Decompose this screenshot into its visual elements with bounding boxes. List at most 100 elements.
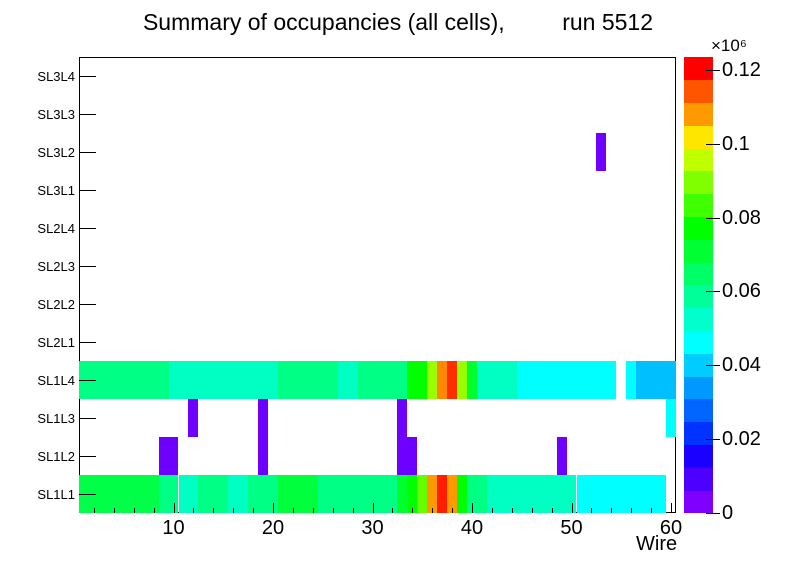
heatmap-cell xyxy=(397,475,408,513)
colorbar-segment xyxy=(684,421,713,446)
heatmap-cell xyxy=(447,475,458,513)
x-axis-tick-label: 30 xyxy=(361,517,384,539)
colorbar-tick xyxy=(706,217,720,219)
colorbar-tick-label: 0.08 xyxy=(722,206,761,229)
x-axis-title: Wire xyxy=(636,533,678,555)
colorbar-tick-label: 0 xyxy=(722,502,734,524)
x-axis-tick xyxy=(591,508,593,513)
heatmap-cell xyxy=(317,475,398,513)
heatmap-cell xyxy=(467,475,487,513)
x-axis-tick xyxy=(332,508,334,513)
heatmap-cell xyxy=(407,475,418,513)
colorbar-segment xyxy=(684,444,713,468)
x-axis-tick xyxy=(233,508,235,513)
heatmap-cell xyxy=(407,361,428,399)
x-axis-tick xyxy=(571,503,573,513)
x-axis-tick xyxy=(671,503,673,513)
colorbar-exponent-label: ×10⁶ xyxy=(711,36,747,55)
y-axis-label: SL1L2 xyxy=(37,449,75,464)
x-axis-tick xyxy=(412,508,414,513)
colorbar-tick-label: 0.02 xyxy=(722,428,761,451)
colorbar-tick-label: 0.1 xyxy=(722,132,750,155)
chart-title: Summary of occupancies (all cells), run … xyxy=(142,9,654,35)
heatmap-cell xyxy=(178,475,199,513)
heatmap-cell xyxy=(258,437,269,475)
colorbar-segment xyxy=(684,399,713,423)
colorbar-segment xyxy=(684,79,713,104)
colorbar-tick xyxy=(706,513,720,514)
heatmap-cell xyxy=(427,475,438,513)
y-axis-tick xyxy=(79,380,96,381)
y-axis-tick xyxy=(79,342,96,343)
x-axis-tick xyxy=(472,503,474,513)
colorbar-segment xyxy=(684,467,713,491)
y-axis-label: SL2L4 xyxy=(37,221,75,236)
heatmap-cell xyxy=(467,361,477,399)
x-axis-tick xyxy=(113,508,115,513)
heatmap-cell xyxy=(158,475,179,513)
x-axis-tick xyxy=(651,508,653,513)
x-axis-tick xyxy=(491,508,493,513)
x-axis-tick xyxy=(511,508,513,513)
x-axis-tick xyxy=(452,508,454,513)
plot-frame xyxy=(79,57,676,513)
colorbar-segment xyxy=(684,490,713,514)
heatmap-cell xyxy=(337,361,358,399)
x-axis-tick-label: 40 xyxy=(460,517,484,539)
y-axis-tick xyxy=(79,152,96,153)
x-axis-tick xyxy=(292,508,294,513)
x-axis-tick-label: 10 xyxy=(162,517,185,539)
heatmap-cell xyxy=(666,399,676,437)
x-axis-tick xyxy=(432,508,434,513)
heatmap-cell xyxy=(636,361,676,399)
colorbar-tick-label: 0.04 xyxy=(722,354,761,377)
x-axis-tick xyxy=(352,508,354,513)
x-axis-tick xyxy=(133,508,135,513)
colorbar-tick-label: 0.12 xyxy=(722,58,761,81)
y-axis-label: SL1L4 xyxy=(37,373,75,388)
x-axis-tick xyxy=(531,508,533,513)
colorbar-tick xyxy=(706,291,720,293)
y-axis-label: SL2L3 xyxy=(37,259,75,274)
x-axis-tick xyxy=(173,503,175,513)
colorbar-segment xyxy=(684,353,713,377)
heatmap-cell xyxy=(437,361,448,399)
y-axis-tick xyxy=(79,76,96,77)
colorbar-segment xyxy=(684,57,713,81)
y-axis-label: SL3L2 xyxy=(37,145,75,160)
colorbar-segment xyxy=(684,102,713,126)
colorbar-segment xyxy=(684,262,713,286)
heatmap-cell xyxy=(576,475,667,513)
colorbar-tick xyxy=(706,365,720,367)
x-axis-tick xyxy=(611,508,613,513)
colorbar-segment xyxy=(684,376,713,400)
colorbar-segment xyxy=(684,193,713,218)
heatmap-cell xyxy=(447,361,458,399)
heatmap-cell xyxy=(278,361,338,399)
y-axis-label: SL3L1 xyxy=(37,183,75,198)
colorbar-tick xyxy=(706,439,720,441)
x-axis-tick xyxy=(93,508,95,513)
heatmap-cell xyxy=(397,399,408,437)
heatmap-cell xyxy=(158,437,179,475)
colorbar-segment xyxy=(684,125,713,149)
colorbar-tick xyxy=(706,69,720,71)
y-axis-tick xyxy=(79,418,96,419)
x-axis-tick xyxy=(372,503,374,513)
colorbar-segment xyxy=(684,216,713,240)
heatmap-cell xyxy=(477,361,517,399)
x-axis-tick xyxy=(213,508,215,513)
heatmap-cell xyxy=(228,475,249,513)
heatmap-cell xyxy=(278,475,318,513)
y-axis-tick xyxy=(79,456,96,457)
heatmap-cell xyxy=(427,361,438,399)
y-axis-label: SL1L3 xyxy=(37,411,75,426)
y-axis-tick xyxy=(79,190,96,191)
colorbar-segment xyxy=(684,307,713,332)
x-axis-tick xyxy=(273,503,275,513)
heatmap-cell xyxy=(248,475,278,513)
x-axis-tick-label: 60 xyxy=(659,517,683,539)
x-axis-tick-label: 50 xyxy=(560,517,583,539)
y-axis-tick xyxy=(79,494,96,495)
